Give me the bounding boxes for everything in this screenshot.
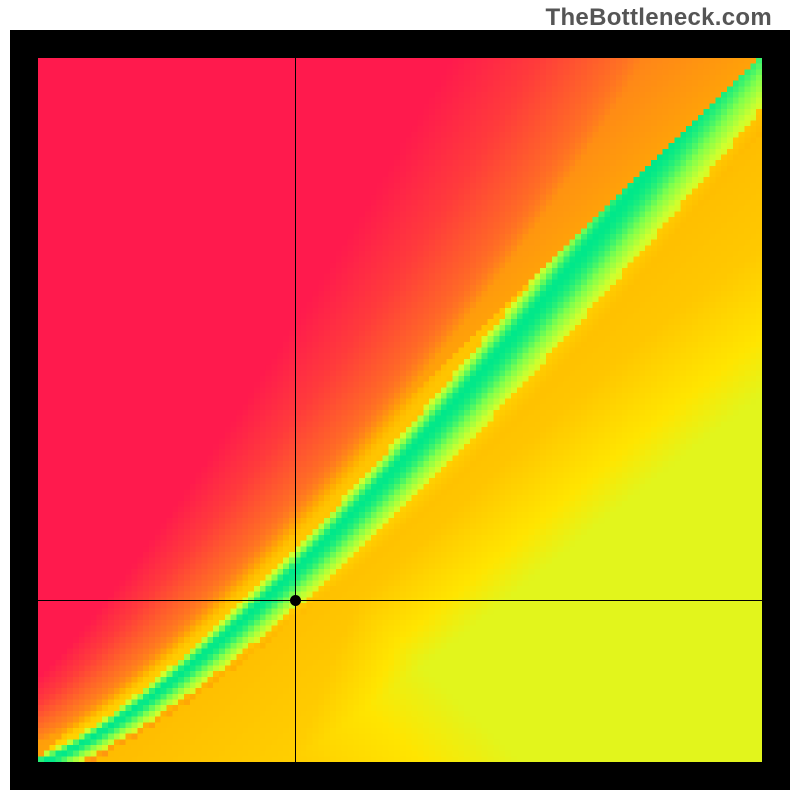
heatmap-canvas xyxy=(38,58,762,762)
figure-container: TheBottleneck.com xyxy=(0,0,800,800)
plot-frame xyxy=(10,30,790,790)
watermark-text: TheBottleneck.com xyxy=(546,4,772,32)
